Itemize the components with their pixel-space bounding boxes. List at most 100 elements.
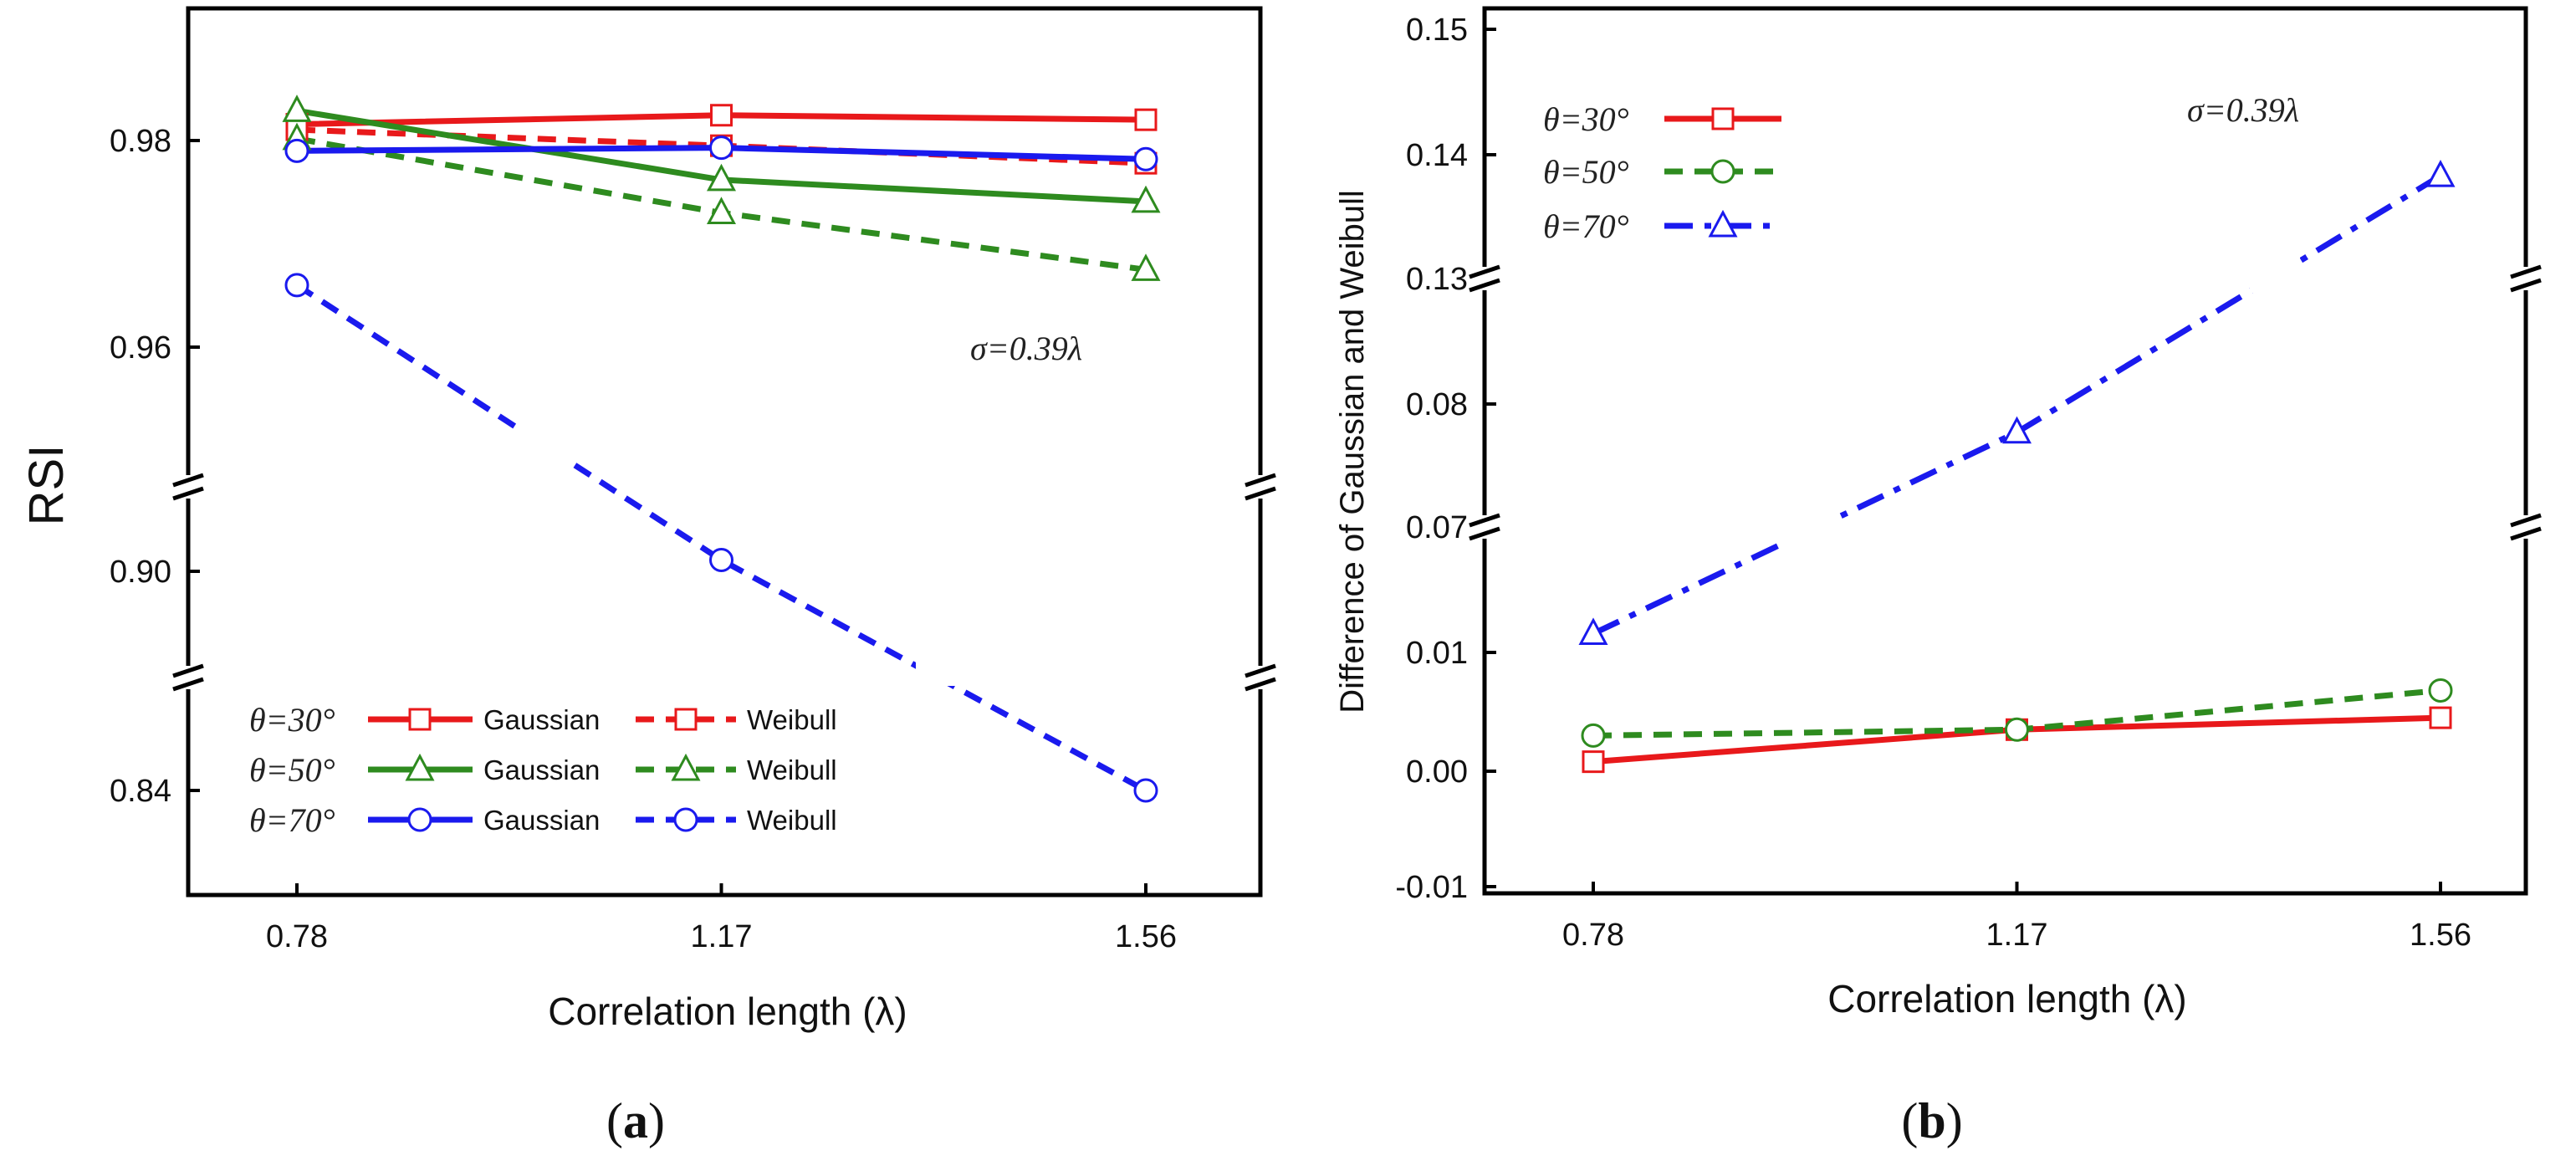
x-tick-label: 1.17 (691, 919, 753, 954)
legend-b-row-1: θ=30° (1543, 100, 1781, 138)
data-point-s2-3 (2428, 678, 2453, 703)
legend-b-marker (1708, 209, 1738, 238)
data-point-s4-3 (1131, 253, 1161, 281)
annotation-sigma-b: σ=0.39λ (2187, 91, 2299, 129)
legend-a-gaussian-marker (408, 708, 432, 731)
axis-break-left (172, 663, 204, 692)
y-tick-label: 0.00 (1406, 754, 1468, 790)
y-tick-label: 0.96 (110, 330, 171, 366)
legend-a-gaussian-marker (407, 807, 432, 832)
legend-a-theta: θ=50° (249, 751, 335, 789)
legend-a: θ=30° Gaussian Weibull θ=50° Gaussian Weibull… (249, 701, 837, 839)
legend-a-weibull-marker (674, 708, 698, 731)
data-point-s5-2 (709, 136, 733, 161)
legend-a-weibull-label: Weibull (747, 805, 837, 836)
legend-b: θ=30° θ=50° θ=70° (1543, 100, 1781, 245)
x-tick-label: 1.56 (2410, 918, 2471, 953)
data-point-s3-3 (1131, 185, 1161, 213)
legend-a-gaussian-marker (405, 753, 435, 781)
y-tick-label: 0.08 (1406, 387, 1468, 422)
axis-ticks-b: 0.78 1.17 1.56 -0.01 0.00 0.01 0.07 0.08 0.13 0.1… (1395, 13, 2471, 953)
series-markers-b (1578, 159, 2456, 774)
legend-a-theta: θ=30° (249, 701, 335, 739)
caption-b-letter: b (1918, 1093, 1945, 1148)
data-point-s1-3 (1134, 108, 1158, 131)
x-axis-label-a: Correlation length (λ) (548, 990, 907, 1033)
data-point-s4-2 (706, 197, 737, 224)
legend-a-row-1: θ=30° Gaussian Weibull (249, 701, 837, 739)
legend-b-theta: θ=30° (1543, 100, 1629, 138)
legend-a-gaussian-label: Gaussian (483, 805, 600, 836)
legend-a-row-2: θ=50° Gaussian Weibull (249, 751, 837, 789)
data-point-s6-3 (1133, 778, 1158, 803)
y-tick-label: 0.01 (1406, 636, 1468, 671)
axis-break-left (172, 473, 204, 501)
axis-break-right (1245, 473, 1276, 501)
data-point-s2-2 (2005, 717, 2029, 742)
y-tick-label: 0.15 (1406, 13, 1468, 48)
series-lines-b (1592, 173, 2442, 765)
axis-break-right (2510, 513, 2542, 541)
x-axis-label-b: Correlation length (λ) (1827, 977, 2187, 1020)
legend-b-row-2: θ=50° (1543, 153, 1781, 191)
plot-frame-b (1482, 6, 2528, 896)
annotation-sigma-a: σ=0.39λ (970, 330, 1082, 367)
axis-break-gap (2250, 251, 2300, 293)
y-tick-label: -0.01 (1395, 870, 1468, 905)
legend-a-weibull-label: Weibull (747, 704, 837, 735)
legend-a-weibull-marker (673, 807, 698, 832)
axis-break-right (1245, 663, 1276, 692)
axis-break-gap (1777, 485, 1836, 544)
legend-a-weibull-marker (671, 753, 701, 781)
axis-break-gap (916, 636, 983, 686)
panel-b: 0.78 1.17 1.56 -0.01 0.00 0.01 0.07 0.08 0.13 0.1… (1334, 6, 2542, 1148)
x-tick-label: 0.78 (1562, 918, 1624, 953)
y-axis-label-b: Difference of Gaussian and Weibull (1334, 190, 1371, 713)
data-point-s3-1 (1578, 617, 1608, 645)
data-point-s6-2 (709, 548, 733, 573)
data-point-s1-1 (1582, 750, 1605, 774)
legend-a-weibull-label: Weibull (747, 754, 837, 785)
y-tick-label: 0.90 (110, 555, 171, 590)
data-point-s3-2 (2001, 416, 2032, 444)
axis-breaks-a (172, 427, 1276, 692)
data-point-s3-2 (706, 163, 737, 192)
series-line-6 (295, 282, 1147, 794)
axis-break-gap (519, 427, 569, 477)
legend-b-row-3: θ=70° (1543, 207, 1781, 245)
data-point-s2-1 (1581, 723, 1606, 748)
data-point-s5-1 (284, 138, 309, 163)
axis-ticks-a: 0.78 1.17 1.56 0.84 0.90 0.96 0.98 (110, 124, 1177, 954)
legend-a-gaussian-label: Gaussian (483, 754, 600, 785)
legend-b-theta: θ=70° (1543, 207, 1629, 245)
legend-a-row-3: θ=70° Gaussian Weibull (249, 801, 837, 839)
caption-a-letter: a (623, 1093, 648, 1148)
data-point-s3-1 (282, 95, 312, 122)
legend-a-gaussian-label: Gaussian (483, 704, 600, 735)
legend-b-marker (1710, 159, 1735, 184)
axis-breaks-b (1469, 251, 2542, 544)
data-point-s3-3 (2425, 159, 2456, 187)
axis-break-right (2510, 264, 2542, 293)
legend-a-theta: θ=70° (249, 801, 335, 839)
caption-b: (b) (1901, 1093, 1962, 1148)
y-axis-label-a: RSI (19, 445, 74, 526)
series-markers-a (282, 95, 1161, 803)
series-line-3 (1592, 173, 2442, 637)
data-point-s1-2 (710, 104, 733, 127)
y-tick-label: 0.07 (1406, 510, 1468, 545)
y-tick-label: 0.13 (1406, 262, 1468, 297)
data-point-s5-3 (1133, 146, 1158, 171)
y-tick-label: 0.84 (110, 774, 171, 809)
x-tick-label: 1.17 (1986, 918, 2048, 953)
y-tick-label: 0.14 (1406, 138, 1468, 173)
x-tick-label: 1.56 (1115, 919, 1177, 954)
legend-b-theta: θ=50° (1543, 153, 1629, 191)
legend-b-marker (1711, 107, 1735, 130)
plot-frame-a (186, 6, 1263, 898)
axis-break-left (1469, 264, 1500, 293)
data-point-s1-3 (2429, 706, 2452, 729)
axis-break-left (1469, 513, 1500, 541)
caption-a: (a) (606, 1093, 665, 1148)
